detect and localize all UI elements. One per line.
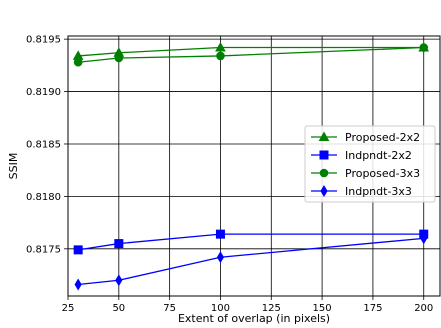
y-tick-label: 0.8175 bbox=[26, 244, 61, 255]
x-tick-label: 150 bbox=[313, 303, 332, 314]
data-point bbox=[419, 43, 429, 52]
x-axis-label: Extent of overlap (in pixels) bbox=[178, 312, 330, 325]
data-point bbox=[73, 57, 83, 67]
x-tick-label: 175 bbox=[363, 303, 382, 314]
series-line bbox=[78, 237, 424, 286]
x-tick-label: 25 bbox=[62, 303, 75, 314]
x-tick-label: 100 bbox=[211, 303, 230, 314]
data-point bbox=[114, 53, 124, 63]
legend-label: Indpndt-2x2 bbox=[345, 149, 412, 162]
legend-label: Proposed-2x2 bbox=[345, 131, 420, 144]
x-tick-label: 75 bbox=[163, 303, 176, 314]
data-point bbox=[420, 232, 428, 245]
y-axis-label: SSIM bbox=[7, 153, 20, 180]
data-point bbox=[216, 251, 225, 264]
legend-label: Indpndt-3x3 bbox=[345, 185, 412, 198]
data-point bbox=[114, 239, 124, 249]
y-axis-ticks: 0.8175 0.8180 0.8185 0.8190 0.8195 bbox=[26, 35, 68, 255]
x-axis-ticks: 25 50 75 100 125 150 175 200 bbox=[62, 296, 433, 314]
y-tick-label: 0.8185 bbox=[26, 139, 61, 150]
y-tick-label: 0.8190 bbox=[26, 87, 61, 98]
data-point bbox=[115, 274, 123, 287]
x-tick-label: 200 bbox=[414, 303, 433, 314]
series-proposed-2x2 bbox=[72, 42, 430, 60]
series-line bbox=[78, 233, 424, 251]
data-point bbox=[73, 245, 83, 255]
data-point bbox=[215, 42, 226, 52]
data-point bbox=[216, 51, 225, 61]
plot-frame bbox=[67, 35, 441, 297]
legend-marker bbox=[320, 185, 328, 197]
legend-marker bbox=[319, 168, 329, 178]
series-indpndt-3x3 bbox=[74, 232, 428, 291]
legend: Proposed-2x2 Indpndt-2x2 Proposed-3x3 Indpn… bbox=[304, 125, 436, 203]
x-tick-label: 125 bbox=[262, 303, 281, 314]
y-tick-label: 0.8180 bbox=[26, 192, 61, 203]
x-tick-label: 50 bbox=[112, 303, 125, 314]
series-layer bbox=[72, 42, 430, 291]
series-line bbox=[78, 46, 424, 57]
data-point bbox=[74, 278, 82, 291]
legend-item: Indpndt-2x2 bbox=[311, 149, 412, 162]
legend-label: Proposed-3x3 bbox=[345, 167, 420, 180]
data-point bbox=[215, 229, 225, 239]
legend-item: Proposed-2x2 bbox=[311, 131, 420, 144]
legend-marker bbox=[319, 150, 329, 160]
series-proposed-3x3 bbox=[73, 43, 429, 67]
series-indpndt-2x2 bbox=[73, 229, 429, 255]
series-line bbox=[78, 46, 424, 63]
y-tick-label: 0.8195 bbox=[26, 35, 61, 46]
legend-item: Indpndt-3x3 bbox=[311, 185, 412, 198]
legend-box bbox=[304, 125, 436, 203]
legend-marker bbox=[318, 131, 330, 141]
legend-item: Proposed-3x3 bbox=[311, 167, 420, 180]
